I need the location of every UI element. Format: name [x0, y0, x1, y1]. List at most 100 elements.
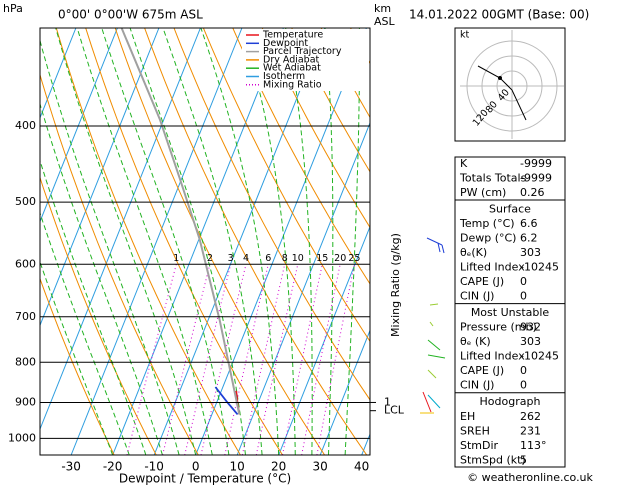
panel-value: 262 [520, 410, 541, 423]
wet-adiabat [200, 28, 280, 455]
x-tick-label: 0 [192, 460, 200, 474]
panel-value: 6.6 [520, 217, 538, 230]
panel-label: StmSpd (kt) [460, 453, 526, 466]
panel-value: -9999 [520, 157, 552, 170]
panel-value: -10245 [520, 261, 559, 274]
wind-barb [427, 394, 441, 409]
dry-adiabat [291, 28, 370, 173]
y2-axis-label: Mixing Ratio (g/kg) [389, 233, 402, 337]
legend-label: Wet Adiabat [263, 63, 321, 74]
height-unit: ASL [374, 15, 396, 28]
x-tick-label: -30 [61, 460, 81, 474]
legend-frame [242, 29, 369, 91]
km-label: LCL [384, 404, 405, 417]
mixing-ratio-line [224, 264, 269, 455]
wet-adiabat [344, 28, 360, 455]
mixing-ratio-label: 20 [334, 253, 346, 264]
x-tick-label: 20 [271, 460, 286, 474]
panel-label: SREH [460, 424, 490, 437]
wet-adiabat [162, 28, 263, 455]
profile-line [120, 28, 241, 415]
panel-value: 6.2 [520, 232, 538, 245]
legend-label: Dewpoint [263, 38, 308, 49]
isotherm [195, 28, 367, 455]
isotherm [278, 225, 370, 455]
panel-value: 0 [520, 275, 527, 288]
mixing-ratio-line [184, 264, 232, 455]
datetime: 14.01.2022 00GMT (Base: 00) [409, 8, 589, 22]
panel-label: Dewp (°C) [460, 232, 516, 245]
dry-adiabat [40, 277, 115, 455]
dry-adiabat [586, 28, 629, 455]
panel-value: -9999 [520, 172, 552, 185]
mixing-ratio-line [316, 264, 355, 455]
legend-label: Dry Adiabat [263, 54, 320, 65]
x-tick-label: -10 [144, 460, 164, 474]
panel-value: 932 [520, 321, 541, 334]
legend-label: Mixing Ratio [263, 79, 322, 90]
dry-adiabat [615, 28, 629, 455]
wet-adiabat [285, 28, 313, 455]
dry-adiabat [556, 28, 629, 455]
mixing-ratio-line [200, 264, 247, 455]
panel-label: Lifted Index [460, 261, 525, 274]
x-tick-label: 40 [354, 460, 369, 474]
wind-barb [427, 354, 446, 359]
mixing-ratio-label: 10 [292, 253, 304, 264]
hodograph: kt 40 80 120 [454, 27, 566, 142]
y-tick-label: 900 [15, 395, 36, 408]
isotherm [40, 28, 77, 120]
panel-label: Temp (°C) [459, 217, 515, 230]
mixing-ratio-label: 8 [282, 253, 288, 264]
wind-barb [426, 237, 443, 246]
plot-frame [39, 27, 371, 456]
y-tick-label: 500 [15, 195, 36, 208]
panel-label: PW (cm) [460, 186, 506, 199]
hodograph-trace [477, 65, 527, 121]
panel-section-title: Hodograph [480, 395, 541, 408]
panel-label: θₑ (K) [460, 335, 491, 348]
location: 0°00' 0°00'W 675m ASL [58, 8, 203, 22]
wet-adiabat [129, 28, 246, 455]
panel-value: -10245 [520, 350, 559, 363]
panel-label: CIN (J) [460, 379, 494, 392]
panel-label: StmDir [460, 439, 499, 452]
legend-label: Temperature [262, 30, 323, 41]
wet-adiabat [324, 28, 334, 455]
dry-adiabat [202, 28, 370, 343]
dry-adiabat [40, 73, 199, 455]
x-tick-label: 30 [313, 460, 328, 474]
isotherm [0, 28, 34, 455]
panel-value: 303 [520, 246, 541, 259]
hodograph-unit: kt [460, 30, 470, 41]
x-tick-label: 10 [230, 460, 245, 474]
wind-barb [427, 369, 437, 379]
mixing-ratio-label: 2 [207, 253, 213, 264]
plot-area [0, 28, 629, 455]
y-tick-label: 1000 [8, 431, 36, 444]
mixing-ratio-label: 15 [316, 253, 328, 264]
mixing-ratio-label: 6 [265, 253, 271, 264]
wet-adiabat [40, 211, 130, 455]
isotherm [40, 28, 118, 223]
isotherm [40, 28, 201, 431]
mixing-ratio-line [162, 264, 211, 455]
y-tick-label: 600 [15, 257, 36, 270]
legend-label: Parcel Trajectory [263, 46, 342, 57]
panel-section-title: Most Unstable [471, 306, 550, 319]
height-unit: km [374, 2, 391, 15]
pressure-unit: hPa [3, 2, 23, 15]
panel-label: θₑ(K) [460, 246, 487, 259]
wind-barb [441, 244, 445, 254]
wet-adiabat [242, 28, 296, 455]
panel-value: 113° [520, 439, 547, 452]
panel-label: Totals Totals [459, 172, 527, 185]
x-tick-label: -20 [103, 460, 123, 474]
isotherm [153, 28, 326, 455]
panel-value: 0 [520, 364, 527, 377]
panel-label: Pressure (mb) [460, 321, 537, 334]
mixing-ratio-line [301, 264, 341, 455]
dry-adiabat [144, 28, 368, 455]
